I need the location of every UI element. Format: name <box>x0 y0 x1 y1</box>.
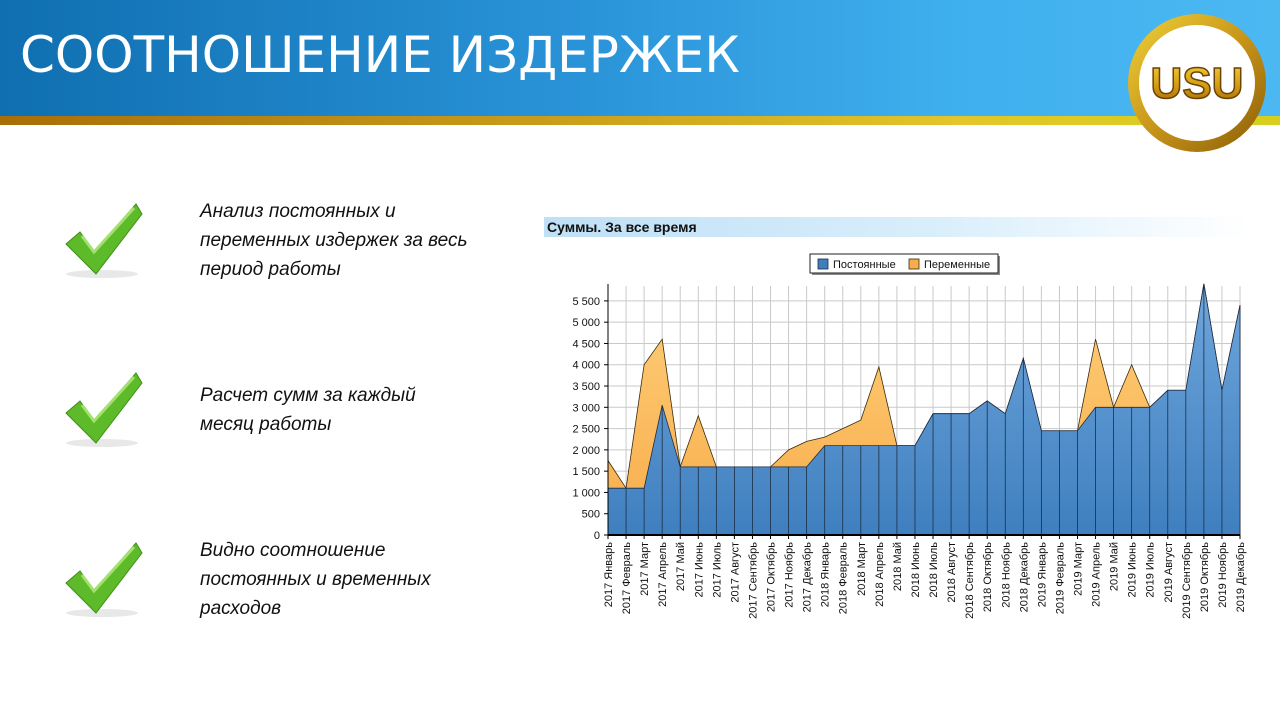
x-tick-label: 2017 Март <box>639 542 651 596</box>
y-tick-label: 1 500 <box>572 466 600 478</box>
x-tick-label: 2018 Май <box>892 542 904 591</box>
legend-swatch-fixed <box>817 258 829 270</box>
y-tick-label: 500 <box>582 509 600 521</box>
x-tick-label: 2018 Март <box>856 542 868 596</box>
x-tick-label: 2019 Сентябрь <box>1181 542 1193 619</box>
x-tick-label: 2018 Февраль <box>838 542 850 615</box>
x-tick-label: 2017 Апрель <box>657 542 669 607</box>
x-tick-label: 2017 Ноябрь <box>784 542 796 608</box>
series-area-fixed <box>607 283 1241 536</box>
header-stripe <box>0 116 1280 125</box>
bullet-text-1: Анализ постоянных и переменных издержек … <box>200 201 468 280</box>
legend-swatch-variable <box>908 258 920 270</box>
x-tick-label: 2019 Апрель <box>1091 542 1103 607</box>
chart-title-bar: Суммы. За все время <box>544 217 1250 237</box>
x-tick-label: 2018 Апрель <box>874 542 886 607</box>
x-tick-label: 2018 Декабрь <box>1018 542 1030 613</box>
y-tick-label: 1 000 <box>572 487 600 499</box>
y-tick-label: 4 000 <box>572 360 600 372</box>
x-tick-label: 2019 Май <box>1109 542 1121 591</box>
x-tick-label: 2019 Февраль <box>1054 542 1066 615</box>
bullet-text-2: Расчет сумм за каждый месяц работы <box>200 385 416 435</box>
x-tick-label: 2018 Июнь <box>910 542 922 598</box>
y-tick-label: 5 500 <box>572 296 600 308</box>
x-tick-label: 2019 Март <box>1072 542 1084 596</box>
legend-label-variable: Переменные <box>924 259 990 271</box>
legend-box <box>809 253 999 274</box>
x-tick-label: 2018 Ноябрь <box>1000 542 1012 608</box>
y-tick-label: 3 500 <box>572 381 600 393</box>
x-tick-label: 2019 Август <box>1163 542 1175 603</box>
x-tick-label: 2019 Июль <box>1145 542 1157 598</box>
x-tick-label: 2018 Октябрь <box>982 542 994 612</box>
x-tick-label: 2017 Февраль <box>621 542 633 615</box>
checkmark-icon <box>65 203 143 278</box>
x-tick-label: 2017 Октябрь <box>766 542 778 612</box>
x-tick-label: 2019 Январь <box>1036 542 1048 608</box>
y-tick-label: 3 000 <box>572 402 600 414</box>
x-tick-label: 2018 Январь <box>820 542 832 608</box>
x-tick-label: 2017 Июнь <box>693 542 705 598</box>
bullet-text-3: Видно соотношение постоянных и временных… <box>200 540 431 619</box>
chart-title: Суммы. За все время <box>547 219 697 235</box>
x-tick-label: 2017 Июль <box>711 542 723 598</box>
checkmark-icon <box>65 542 143 617</box>
x-tick-label: 2017 Сентябрь <box>747 542 759 619</box>
x-tick-label: 2019 Июнь <box>1127 542 1139 598</box>
logo-text: USU <box>1151 59 1244 108</box>
y-tick-label: 2 000 <box>572 445 600 457</box>
y-tick-label: 2 500 <box>572 424 600 436</box>
x-tick-label: 2017 Август <box>729 542 741 603</box>
x-tick-label: 2017 Январь <box>603 542 615 608</box>
x-tick-label: 2019 Октябрь <box>1199 542 1211 612</box>
page-title: СООТНОШЕНИЕ ИЗДЕРЖЕК <box>20 26 740 84</box>
header-banner: СООТНОШЕНИЕ ИЗДЕРЖЕК <box>0 0 1280 116</box>
x-tick-label: 2017 Декабрь <box>802 542 814 613</box>
x-tick-label: 2018 Июль <box>928 542 940 598</box>
cost-area-chart: 0 500 1 000 1 500 2 000 2 500 3 000 3 500 4 000 4… <box>572 253 1247 619</box>
x-tick-label: 2018 Август <box>946 542 958 603</box>
y-tick-label: 5 000 <box>572 317 600 329</box>
usu-logo: USU <box>1128 14 1266 152</box>
y-tick-label: 0 <box>594 530 600 542</box>
checkmark-icon <box>65 372 143 447</box>
x-tick-label: 2018 Сентябрь <box>964 542 976 619</box>
x-tick-label: 2019 Ноябрь <box>1217 542 1229 608</box>
y-tick-label: 4 500 <box>572 338 600 350</box>
x-tick-label: 2017 Май <box>675 542 687 591</box>
legend-label-fixed: Постоянные <box>833 259 896 271</box>
x-tick-label: 2019 Декабрь <box>1235 542 1247 613</box>
